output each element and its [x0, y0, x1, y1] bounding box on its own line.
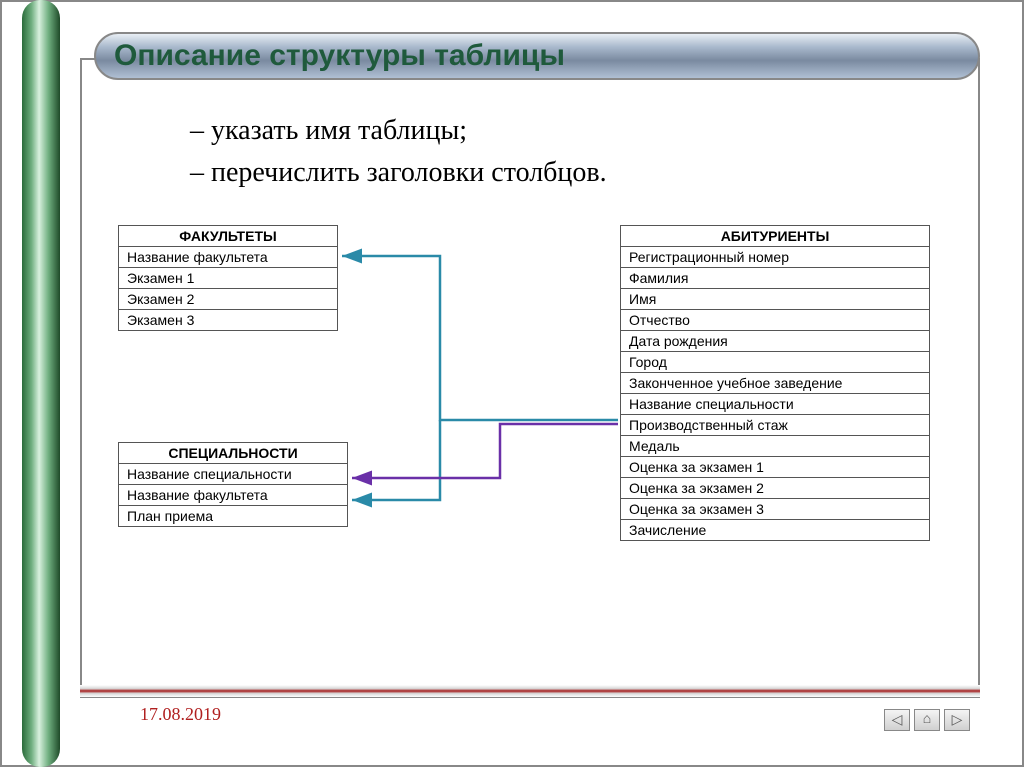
table-row: Отчество	[621, 310, 930, 331]
table-applicants: АБИТУРИЕНТЫ Регистрационный номер Фамили…	[620, 225, 930, 541]
nav-next-button[interactable]: ▷	[944, 709, 970, 731]
table-header: СПЕЦИАЛЬНОСТИ	[119, 443, 348, 464]
bullet-item: указать имя таблицы;	[190, 110, 607, 152]
table-row: Название специальности	[621, 394, 930, 415]
table-row: Название факультета	[119, 485, 348, 506]
footer-date: 17.08.2019	[140, 704, 221, 725]
bullet-list: указать имя таблицы; перечислить заголов…	[190, 110, 607, 194]
table-row: Оценка за экзамен 2	[621, 478, 930, 499]
bullet-item: перечислить заголовки столбцов.	[190, 152, 607, 194]
table-row: Регистрационный номер	[621, 247, 930, 268]
table-row: План приема	[119, 506, 348, 527]
table-row: Медаль	[621, 436, 930, 457]
table-specialties: СПЕЦИАЛЬНОСТИ Название специальности Наз…	[118, 442, 348, 527]
table-faculties: ФАКУЛЬТЕТЫ Название факультета Экзамен 1…	[118, 225, 338, 331]
table-row: Оценка за экзамен 1	[621, 457, 930, 478]
table-row: Законченное учебное заведение	[621, 373, 930, 394]
table-row: Экзамен 3	[119, 310, 338, 331]
nav-home-button[interactable]: ⌂	[914, 709, 940, 731]
table-row: Производственный стаж	[621, 415, 930, 436]
nav-prev-button[interactable]: ◁	[884, 709, 910, 731]
table-row: Экзамен 1	[119, 268, 338, 289]
table-row: Город	[621, 352, 930, 373]
decorative-pipe	[22, 0, 60, 767]
title-bar: Описание структуры таблицы	[94, 32, 980, 80]
table-row: Название специальности	[119, 464, 348, 485]
footer-divider	[80, 685, 980, 697]
table-row: Дата рождения	[621, 331, 930, 352]
table-header: АБИТУРИЕНТЫ	[621, 226, 930, 247]
table-row: Экзамен 2	[119, 289, 338, 310]
table-row: Имя	[621, 289, 930, 310]
nav-buttons: ◁ ⌂ ▷	[884, 709, 970, 731]
table-row: Оценка за экзамен 3	[621, 499, 930, 520]
table-row: Фамилия	[621, 268, 930, 289]
table-row: Зачисление	[621, 520, 930, 541]
table-row: Название факультета	[119, 247, 338, 268]
table-header: ФАКУЛЬТЕТЫ	[119, 226, 338, 247]
slide-title: Описание структуры таблицы	[114, 39, 565, 73]
